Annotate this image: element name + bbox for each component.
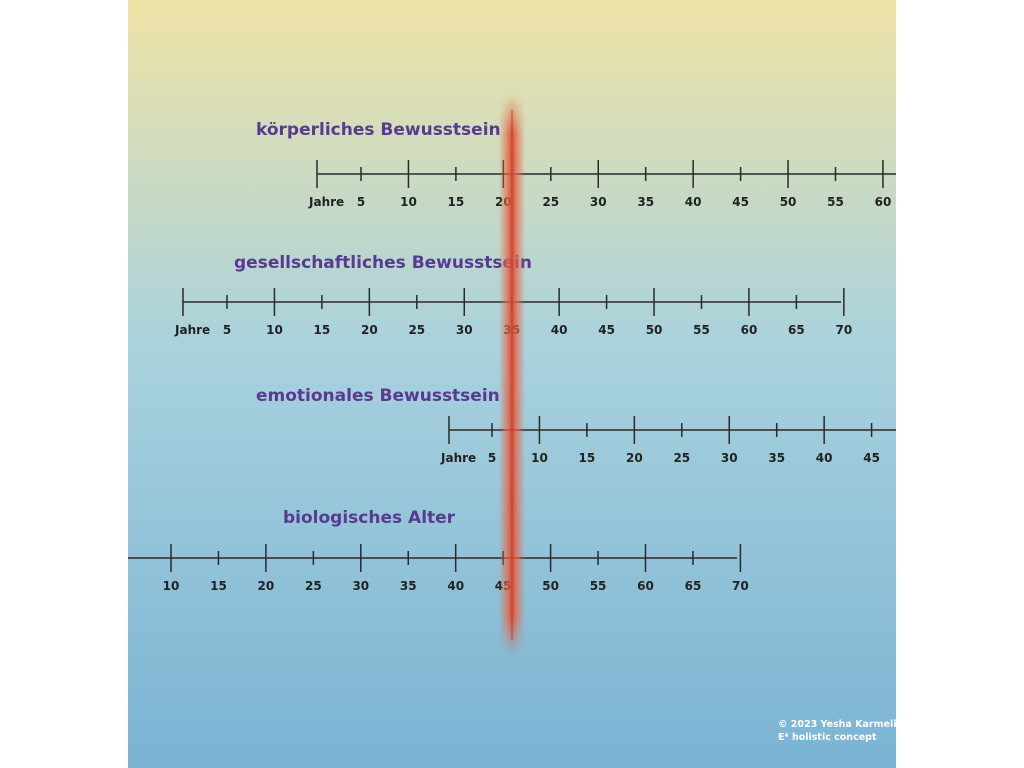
scale-tick-label: 50 — [780, 195, 797, 209]
scale-tick-label: 10 — [266, 323, 283, 337]
scale-tick-label: 15 — [448, 195, 465, 209]
scale-title: gesellschaftliches Bewusstsein — [234, 253, 532, 273]
scale-tick-label: 70 — [835, 323, 852, 337]
scale-tick-label: 10 — [531, 451, 548, 465]
scale-tick-label: 45 — [598, 323, 615, 337]
scale-tick-label: 60 — [637, 579, 654, 593]
scale-tick-label: 30 — [456, 323, 473, 337]
scale-tick-label: 40 — [685, 195, 702, 209]
scale-tick-label: 5 — [357, 195, 365, 209]
scale-tick-label: 5 — [223, 323, 231, 337]
scale-tick-label: 10 — [163, 579, 180, 593]
scale-tick-label: 20 — [258, 579, 275, 593]
scale-1: körperliches BewusstseinJahre51015202530… — [256, 120, 896, 209]
scale-tick-label: 30 — [721, 451, 738, 465]
scale-tick-label: 40 — [551, 323, 568, 337]
scale-tick-label: 25 — [408, 323, 425, 337]
scale-tick-label: 35 — [637, 195, 654, 209]
scale-tick-label: 70 — [732, 579, 749, 593]
scale-tick-label: 60 — [741, 323, 758, 337]
scale-unit-label: Jahre — [440, 451, 476, 465]
scale-unit-label: Jahre — [174, 323, 210, 337]
scale-tick-label: 55 — [693, 323, 710, 337]
scale-tick-label: 30 — [590, 195, 607, 209]
scale-title: emotionales Bewusstsein — [256, 386, 500, 406]
scale-tick-label: 50 — [646, 323, 663, 337]
scale-tick-label: 40 — [816, 451, 833, 465]
scale-tick-label: 15 — [314, 323, 331, 337]
scale-tick-label: 20 — [361, 323, 378, 337]
scale-tick-label: 35 — [400, 579, 417, 593]
scale-tick-label: 65 — [788, 323, 805, 337]
scale-title: biologisches Alter — [283, 508, 456, 528]
scale-tick-label: 15 — [210, 579, 227, 593]
scales-layer: körperliches Bewusstsein Jahre 5 10 15 20 25 30… — [128, 120, 896, 593]
scale-tick-label: 15 — [579, 451, 596, 465]
scale-tick-label: 40 — [447, 579, 464, 593]
credit-line-1: © 2023 Yesha Karmeli — [778, 719, 896, 730]
scale-tick-label: 20 — [626, 451, 643, 465]
scale-tick-label: 55 — [827, 195, 844, 209]
scale-tick-label: 45 — [863, 451, 880, 465]
scale-tick-label: 10 — [400, 195, 417, 209]
scale-3: emotionales Bewusstsein Jahre 5 10 15 20 25 30 3… — [256, 386, 896, 465]
scale-4: biologisches Alter1015202530354045505560… — [128, 508, 749, 593]
credit-line-2: E⁴ holistic concept — [778, 732, 877, 743]
scale-title: körperliches Bewusstsein — [256, 120, 501, 140]
scale-tick-label: 25 — [305, 579, 322, 593]
scale-tick-label: 25 — [673, 451, 690, 465]
scale-tick-label: 25 — [542, 195, 559, 209]
scale-tick-label: 50 — [542, 579, 559, 593]
scale-tick-label: 30 — [352, 579, 369, 593]
scale-tick-label: 45 — [732, 195, 749, 209]
scale-tick-label: 55 — [590, 579, 607, 593]
scale-unit-label: Jahre — [308, 195, 344, 209]
scale-tick-label: 60 — [875, 195, 892, 209]
scale-tick-label: 65 — [685, 579, 702, 593]
scale-tick-label: 35 — [768, 451, 785, 465]
scale-tick-label: 5 — [488, 451, 496, 465]
